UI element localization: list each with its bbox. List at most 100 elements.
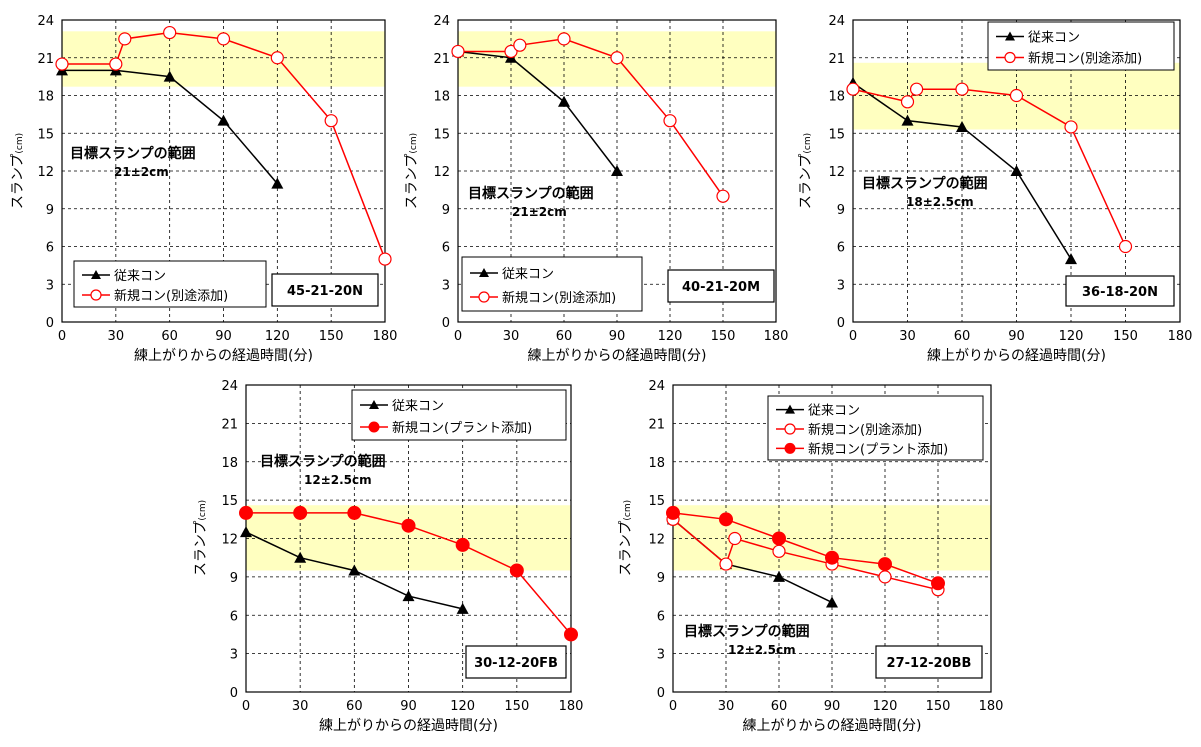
legend-marker [369, 422, 380, 433]
data-point [510, 564, 523, 577]
y-tick-label: 6 [837, 241, 845, 256]
data-point [294, 506, 307, 519]
x-tick-label: 0 [454, 329, 462, 344]
y-tick-label: 18 [648, 456, 665, 471]
data-point [720, 513, 733, 526]
y-tick-label: 12 [37, 165, 54, 180]
x-tick-label: 120 [450, 699, 475, 714]
target-annotation-title: 目標スランプの範囲 [684, 623, 810, 640]
x-axis-label: 練上がりからの経過時間(分) [927, 348, 1106, 364]
y-tick-label: 18 [221, 456, 238, 471]
y-tick-label: 21 [433, 52, 450, 67]
y-tick-label: 15 [433, 127, 450, 142]
x-tick-label: 180 [979, 699, 1004, 714]
x-tick-label: 180 [559, 699, 584, 714]
mix-code-label: 30-12-20FB [474, 656, 558, 671]
target-annotation-range: 12±2.5cm [728, 643, 796, 657]
y-tick-label: 21 [37, 52, 54, 67]
mix-code-label: 36-18-20N [1082, 285, 1158, 300]
legend-marker [785, 424, 795, 434]
legend-marker [91, 290, 101, 300]
x-tick-label: 0 [669, 699, 677, 714]
y-tick-label: 9 [442, 203, 450, 218]
y-tick-label: 9 [657, 571, 665, 586]
legend-label: 新規コン(プラント添加) [808, 441, 948, 457]
y-axis-label: スランプ(cm) [618, 500, 634, 576]
legend-label: 従来コン [114, 269, 166, 284]
x-tick-label: 180 [1168, 329, 1193, 344]
chart-3: 0 30 60 90 120 150 18003691215182124練上がりからの経過時… [798, 14, 1192, 364]
data-point [1011, 90, 1023, 102]
data-point [240, 506, 253, 519]
y-axis-label: スランプ(cm) [10, 133, 26, 209]
y-tick-label: 15 [828, 127, 845, 142]
data-point [729, 533, 741, 545]
y-tick-label: 3 [442, 278, 450, 293]
legend-label: 従来コン [392, 399, 444, 414]
data-point [879, 558, 892, 571]
data-point [667, 506, 680, 519]
x-tick-label: 120 [265, 329, 290, 344]
target-annotation-range: 21±2cm [512, 205, 567, 219]
data-point [218, 33, 230, 45]
data-point [456, 538, 469, 551]
y-tick-label: 9 [46, 203, 54, 218]
legend: 従来コン新規コン(別途添加) [988, 22, 1174, 70]
y-tick-label: 24 [37, 14, 54, 29]
x-axis-label: 練上がりからの経過時間(分) [134, 348, 313, 364]
chart-2: 0 30 60 90 120 150 180 0 3 6 9 12 15 18 21 24 練上がりからの経過時… [404, 14, 788, 364]
y-tick-label: 0 [230, 686, 238, 701]
y-tick-label: 15 [37, 127, 54, 142]
data-point [452, 45, 464, 57]
chart-1: 0 30 60 90 120 150 180 0 3 6 9 12 15 18 21 24 練上がりからの経過時… [10, 14, 397, 364]
legend: 従来コン新規コン(プラント添加) [352, 390, 566, 440]
chart-4: 0 30 60 90 120 150 18003691215182124練上がりからの経過時… [193, 379, 583, 734]
y-tick-label: 3 [657, 648, 665, 663]
data-point [826, 596, 838, 607]
x-tick-label: 120 [658, 329, 683, 344]
y-tick-label: 9 [230, 571, 238, 586]
target-annotation-title: 目標スランプの範囲 [468, 185, 594, 202]
legend-label: 新規コン(別途添加) [1028, 51, 1142, 67]
y-tick-label: 6 [442, 241, 450, 256]
y-tick-label: 12 [828, 165, 845, 180]
y-tick-label: 21 [221, 417, 238, 432]
data-point [514, 39, 526, 51]
target-annotation-range: 18±2.5cm [906, 195, 974, 209]
y-tick-label: 0 [46, 316, 54, 331]
y-axis-label: スランプ(cm) [193, 500, 209, 576]
x-tick-label: 30 [108, 329, 125, 344]
x-tick-label: 150 [504, 699, 529, 714]
x-tick-label: 90 [400, 699, 417, 714]
legend-label: 新規コン(別途添加) [808, 422, 922, 438]
target-annotation-range: 12±2.5cm [304, 473, 372, 487]
data-point [911, 83, 923, 95]
legend-marker [479, 292, 489, 302]
data-point [164, 27, 176, 39]
y-tick-label: 18 [37, 90, 54, 105]
data-point [902, 96, 914, 108]
x-tick-label: 60 [161, 329, 178, 344]
data-point [110, 58, 122, 70]
x-tick-label: 30 [503, 329, 520, 344]
x-tick-label: 150 [1113, 329, 1138, 344]
x-tick-label: 150 [926, 699, 951, 714]
y-tick-label: 0 [657, 686, 665, 701]
data-point [720, 558, 732, 570]
y-axis-label: スランプ(cm) [798, 133, 814, 209]
legend-marker [1005, 53, 1015, 63]
data-point [611, 52, 623, 64]
target-annotation-title: 目標スランプの範囲 [862, 175, 988, 192]
y-tick-label: 12 [433, 165, 450, 180]
data-point [664, 115, 676, 127]
data-point [773, 532, 786, 545]
x-tick-label: 90 [824, 699, 841, 714]
x-tick-label: 150 [319, 329, 344, 344]
x-tick-label: 60 [556, 329, 573, 344]
data-point [403, 590, 415, 601]
data-point [325, 115, 337, 127]
target-annotation-title: 目標スランプの範囲 [260, 453, 386, 470]
data-point [773, 545, 785, 557]
y-tick-label: 3 [837, 278, 845, 293]
